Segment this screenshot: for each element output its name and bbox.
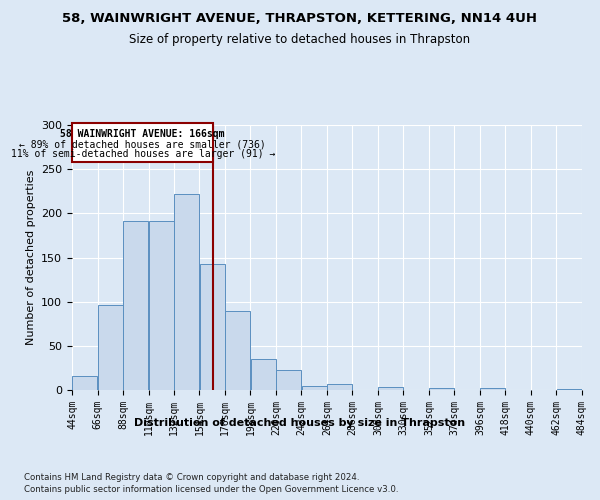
Bar [149,222,174,390]
Bar [327,384,352,390]
Bar [480,388,505,390]
Bar [174,194,199,390]
Text: Contains public sector information licensed under the Open Government Licence v3: Contains public sector information licen… [24,485,398,494]
Bar [557,389,582,390]
Bar [302,386,327,390]
Text: Distribution of detached houses by size in Thrapston: Distribution of detached houses by size … [134,418,466,428]
Bar [98,305,123,390]
Bar [123,222,148,390]
Y-axis label: Number of detached properties: Number of detached properties [26,170,35,345]
Text: Contains HM Land Registry data © Crown copyright and database right 2024.: Contains HM Land Registry data © Crown c… [24,472,359,482]
Text: 58, WAINWRIGHT AVENUE, THRAPSTON, KETTERING, NN14 4UH: 58, WAINWRIGHT AVENUE, THRAPSTON, KETTER… [62,12,538,26]
Text: ← 89% of detached houses are smaller (736): ← 89% of detached houses are smaller (73… [19,139,266,149]
Text: Size of property relative to detached houses in Thrapston: Size of property relative to detached ho… [130,32,470,46]
Bar [378,388,403,390]
Bar [72,123,214,162]
Bar [200,264,225,390]
Text: 58 WAINWRIGHT AVENUE: 166sqm: 58 WAINWRIGHT AVENUE: 166sqm [61,130,225,140]
Bar [429,388,454,390]
Bar [251,359,276,390]
Bar [276,370,301,390]
Text: 11% of semi-detached houses are larger (91) →: 11% of semi-detached houses are larger (… [11,149,275,159]
Bar [72,376,97,390]
Bar [225,310,250,390]
